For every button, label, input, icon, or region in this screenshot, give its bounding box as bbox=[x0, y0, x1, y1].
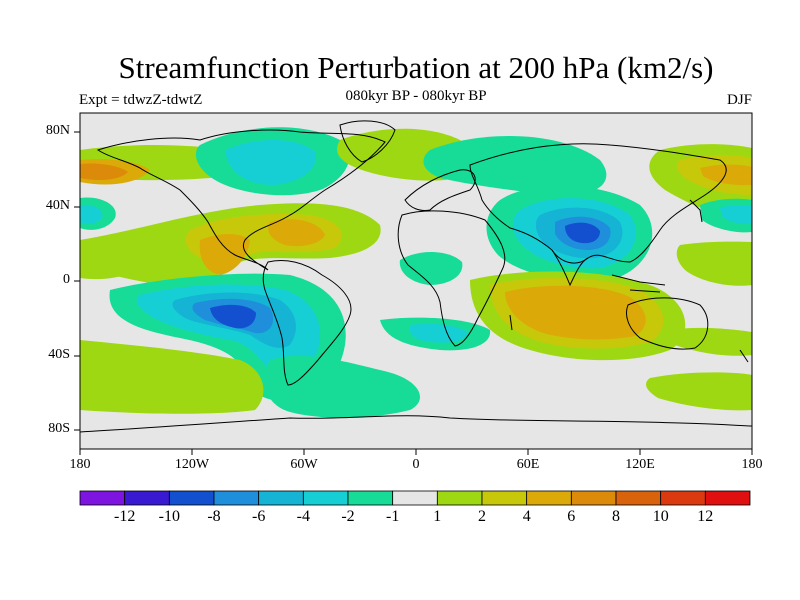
x-tick-label: 120W bbox=[174, 457, 210, 472]
x-tick-label: 180 bbox=[741, 457, 763, 472]
contour-sam-neg5 bbox=[210, 304, 256, 329]
contour-asia-neg5 bbox=[565, 222, 600, 244]
colorbar-label: -10 bbox=[158, 508, 180, 525]
coast-africa bbox=[397, 210, 506, 347]
colorbar-swatch bbox=[526, 490, 572, 506]
y-tick-label: 80S bbox=[48, 421, 70, 436]
colorbar-label: 10 bbox=[652, 508, 669, 525]
colorbar-label: 12 bbox=[697, 508, 714, 525]
coast-japan bbox=[689, 199, 703, 223]
coast-europe bbox=[404, 169, 476, 211]
chart-subtitle: 080kyr BP - 080kyr BP bbox=[345, 88, 487, 104]
colorbar-swatch bbox=[124, 490, 170, 506]
map-field bbox=[80, 113, 752, 449]
colorbar-swatch bbox=[570, 490, 617, 506]
y-tick-label: 40S bbox=[48, 347, 70, 362]
x-tick-label: 180 bbox=[69, 457, 91, 472]
colorbar-swatch bbox=[704, 490, 751, 506]
x-tick-label: 60E bbox=[516, 457, 540, 472]
coast-australia bbox=[626, 297, 709, 350]
contour-arctic-yellow2 bbox=[80, 163, 128, 180]
colorbar-swatch bbox=[79, 490, 126, 506]
coast-india bbox=[551, 249, 589, 287]
contour-satl-neg3 bbox=[409, 323, 468, 343]
contour-wpac-green bbox=[676, 241, 752, 286]
colorbar-swatch bbox=[213, 490, 260, 506]
chart-title: Streamfunction Perturbation at 200 hPa (… bbox=[118, 50, 714, 85]
contour-canada-neg2 bbox=[225, 140, 316, 185]
coast-madagascar bbox=[509, 314, 513, 331]
coastlines bbox=[80, 120, 752, 433]
y-tick-label: 80N bbox=[45, 123, 70, 138]
colorbar-label: 4 bbox=[522, 508, 531, 525]
colorbar-swatch bbox=[436, 490, 483, 506]
colorbar-label: 1 bbox=[433, 508, 442, 525]
colorbar-label: -2 bbox=[341, 508, 355, 525]
colorbar-swatch bbox=[615, 490, 662, 506]
x-tick-label: 0 bbox=[412, 457, 420, 472]
colorbar-label: 8 bbox=[612, 508, 620, 525]
colorbar-swatch bbox=[168, 490, 215, 506]
colorbar-label: -8 bbox=[207, 508, 221, 525]
contour-satl-neg bbox=[264, 355, 420, 418]
colorbar-label: 6 bbox=[567, 508, 576, 525]
colorbar-label: -12 bbox=[114, 508, 136, 525]
colorbar-swatch bbox=[347, 490, 394, 506]
coast-asia bbox=[469, 143, 727, 264]
colorbar-swatch bbox=[302, 490, 349, 506]
colorbar bbox=[79, 490, 751, 506]
contour-amer-pos3 bbox=[199, 234, 250, 275]
colorbar-swatch bbox=[258, 490, 304, 506]
contour-npac-orange bbox=[700, 164, 752, 186]
colorbar-label: -1 bbox=[386, 508, 400, 525]
contour-eurasia-neg bbox=[423, 136, 607, 196]
contour-pac-top-green bbox=[80, 248, 140, 280]
contour-amer-pos4 bbox=[268, 219, 325, 247]
contour-africa-neg bbox=[399, 251, 463, 285]
coast-antarctica bbox=[80, 415, 752, 433]
x-tick-label: 120E bbox=[625, 457, 655, 472]
colorbar-label: -6 bbox=[252, 508, 266, 525]
contour-nepac-neg2 bbox=[80, 204, 103, 224]
coast-north-america bbox=[96, 129, 386, 271]
colorbar-swatch bbox=[392, 490, 438, 506]
contour-io-pos3 bbox=[505, 285, 646, 340]
colorbar-label: 2 bbox=[478, 508, 486, 525]
contour-right-neg2 bbox=[720, 205, 752, 225]
coast-south-america bbox=[262, 260, 352, 386]
coast-indonesia bbox=[611, 274, 666, 293]
axis-ticks bbox=[74, 131, 753, 455]
season-label: DJF bbox=[726, 92, 752, 108]
colorbar-swatch bbox=[481, 490, 528, 506]
contour-sopac-green bbox=[646, 372, 752, 411]
colorbar-label: -4 bbox=[296, 508, 310, 525]
y-tick-label: 0 bbox=[63, 272, 70, 287]
x-tick-label: 60W bbox=[290, 457, 318, 472]
y-tick-label: 40N bbox=[45, 198, 70, 213]
contour-sepac-green bbox=[80, 340, 264, 414]
colorbar-swatch bbox=[660, 490, 706, 506]
coast-nz bbox=[739, 349, 749, 363]
coast-greenland bbox=[339, 120, 396, 163]
experiment-label: Expt = tdwzZ-tdwtZ bbox=[79, 92, 203, 108]
